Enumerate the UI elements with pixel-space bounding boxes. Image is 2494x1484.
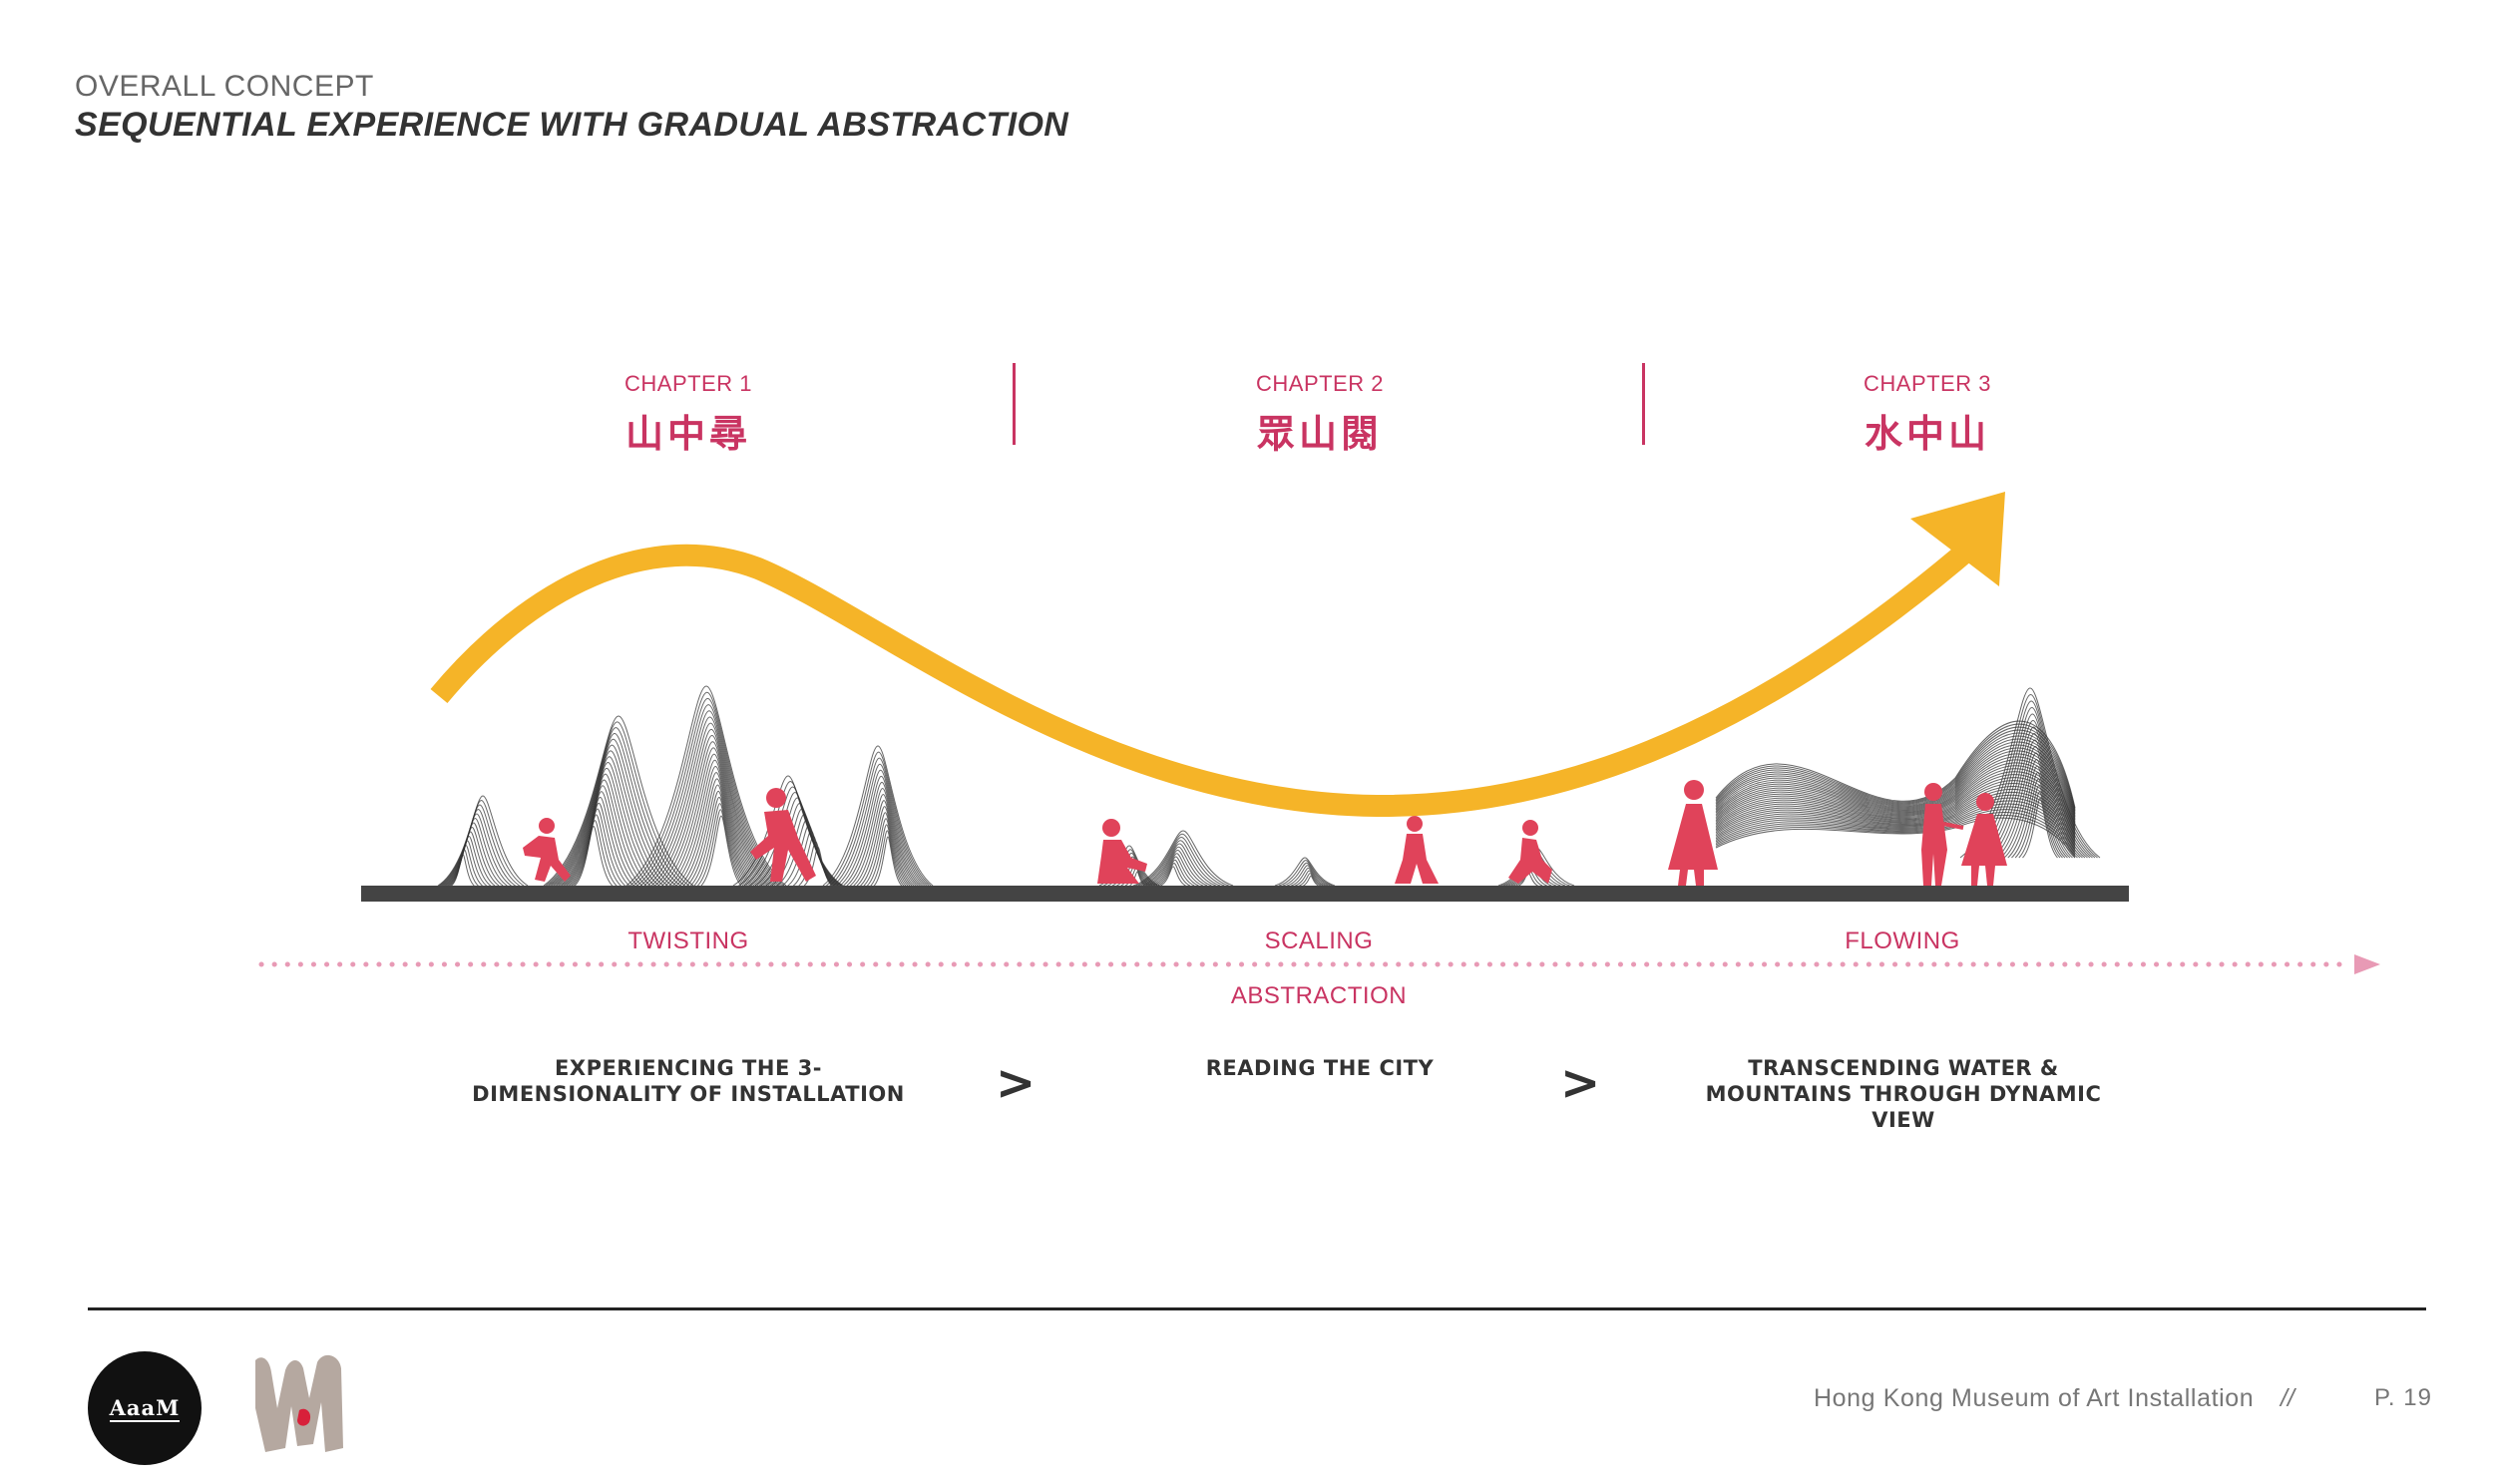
chapter-3-heading: CHAPTER 3 水中山 <box>1728 371 2127 458</box>
chapter-2-label: CHAPTER 2 <box>1256 371 1384 396</box>
person-silhouette-icon <box>1395 816 1439 884</box>
person-silhouette-icon <box>1097 819 1147 884</box>
ground-line <box>361 886 2129 902</box>
person-silhouette-icon <box>523 818 571 882</box>
scaling-mountains-mesh <box>1098 830 1575 887</box>
sequence-arrow: > <box>996 1055 1037 1111</box>
axis-arrow-icon <box>2354 954 2380 974</box>
arrow-right-icon <box>1910 492 2005 586</box>
page-number: P. 19 <box>2374 1384 2432 1411</box>
chapter-divider <box>1013 363 1016 445</box>
chapter-1-label: CHAPTER 1 <box>624 371 752 396</box>
chapter-2-description: READING THE CITY <box>1205 1056 1435 1080</box>
flowing-waves-mesh <box>1715 687 2101 859</box>
phase-label-scaling: SCALING <box>1264 928 1374 954</box>
phase-label-twisting: TWISTING <box>627 928 749 954</box>
chapter-divider <box>1642 363 1645 445</box>
person-silhouette-icon <box>1942 793 2007 886</box>
chapter-1-description: EXPERIENCING THE 3-DIMENSIONALITY OF INS… <box>472 1056 905 1106</box>
museum-logo-icon <box>255 1354 343 1452</box>
sequence-arrow: > <box>1560 1055 1601 1111</box>
chapter-2-title: 眾山閱 <box>1256 411 1383 456</box>
chapter-3-label: CHAPTER 3 <box>1864 371 1991 396</box>
chapter-3-title: 水中山 <box>1864 411 1990 456</box>
chapter-1-heading: CHAPTER 1 山中尋 <box>489 371 888 458</box>
aaam-logo: AaaM <box>88 1351 202 1465</box>
twisting-mountains-mesh <box>437 685 934 887</box>
phase-label-flowing: FLOWING <box>1845 928 1960 954</box>
person-silhouette-icon <box>750 788 816 882</box>
footer-project-name: Hong Kong Museum of Art Installation <box>1814 1384 2255 1412</box>
person-silhouette-icon <box>1508 820 1552 884</box>
footer-divider <box>88 1307 2426 1310</box>
axis-label: ABSTRACTION <box>1230 982 1408 1009</box>
person-silhouette-icon <box>1921 783 1947 886</box>
page-title: SEQUENTIAL EXPERIENCE WITH GRADUAL ABSTR… <box>75 106 1069 144</box>
chapter-2-heading: CHAPTER 2 眾山閱 <box>1120 371 1519 458</box>
section-kicker: OVERALL CONCEPT <box>75 70 374 103</box>
chapter-3-description: TRANSCENDING WATER & MOUNTAINS THROUGH D… <box>1705 1056 2102 1132</box>
person-silhouette-icon <box>1668 780 1718 886</box>
aaam-logo-text: AaaM <box>109 1394 181 1422</box>
footer-separator: // <box>2281 1384 2294 1412</box>
chapter-1-title: 山中尋 <box>624 411 751 456</box>
abstraction-curve <box>430 535 1983 818</box>
